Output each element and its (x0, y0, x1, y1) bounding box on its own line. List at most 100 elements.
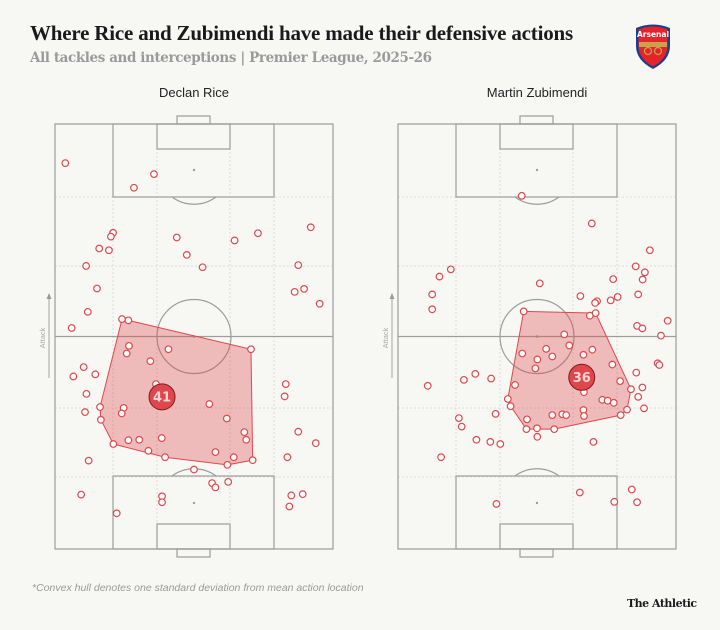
defensive-action-point (240, 428, 249, 437)
defensive-action-point (535, 279, 544, 288)
defensive-action-point (190, 465, 198, 474)
defensive-action-point (122, 349, 131, 358)
convex-hull (99, 318, 254, 466)
defensive-action-point (157, 434, 166, 442)
defensive-action-point (589, 438, 598, 446)
defensive-action-point (283, 453, 292, 462)
defensive-action-point (118, 315, 126, 323)
defensive-action-point (471, 370, 480, 378)
defensive-action-point (124, 316, 133, 325)
centre-circle (499, 298, 575, 375)
defensive-action-point (211, 448, 220, 457)
defensive-action-point (96, 415, 105, 424)
mean-location-label: 41 (153, 390, 171, 405)
defensive-action-point (587, 219, 596, 228)
defensive-action-point (146, 357, 155, 366)
goal-top (519, 115, 554, 125)
defensive-action-point (533, 432, 542, 441)
convex-hull (507, 310, 632, 430)
defensive-action-point (198, 263, 207, 272)
defensive-action-point (616, 377, 625, 386)
centre-spot (535, 335, 539, 338)
defensive-action-point (95, 244, 104, 253)
defensive-action-point (548, 411, 557, 420)
defensive-action-point (486, 438, 495, 446)
pitch-rice: 41 (46, 115, 334, 558)
crest-text: Arsenal (637, 30, 669, 39)
penalty-spot-bottom (535, 501, 539, 505)
defensive-action-point (533, 424, 541, 433)
chart-subtitle: All tackles and interceptions | Premier … (30, 50, 432, 66)
six-yard-box-bottom (499, 523, 574, 550)
defensive-action-point (633, 498, 641, 507)
defensive-action-point (616, 411, 625, 420)
defensive-action-point (457, 422, 466, 431)
defensive-action-point (435, 272, 444, 281)
defensive-action-point (523, 415, 531, 424)
defensive-action-point (576, 292, 585, 301)
defensive-action-point (634, 290, 643, 299)
defensive-action-point (657, 331, 665, 340)
defensive-action-point (631, 262, 640, 271)
defensive-action-point (112, 509, 121, 518)
defensive-action-point (67, 324, 76, 332)
defensive-action-point (106, 232, 115, 241)
defensive-action-point (496, 440, 505, 448)
defensive-action-point (533, 355, 542, 364)
defensive-action-point (280, 392, 289, 401)
defensive-action-point (285, 502, 294, 511)
defensive-action-point (565, 341, 574, 350)
goal-top (176, 115, 211, 125)
defensive-action-point (588, 345, 597, 354)
attack-arrow-head-icon (389, 293, 395, 299)
penalty-box-bottom (112, 475, 275, 550)
defensive-action-point (428, 290, 437, 299)
defensive-action-point (135, 435, 144, 444)
defensive-action-point (608, 360, 617, 369)
defensive-action-point (242, 435, 251, 444)
defensive-action-point (638, 275, 647, 284)
defensive-action-point (82, 389, 91, 398)
defensive-action-point (548, 352, 557, 361)
defensive-action-point (531, 364, 540, 373)
player-name-rice: Declan Rice (158, 85, 230, 100)
defensive-action-point (161, 453, 169, 462)
six-yard-box-top (156, 123, 231, 150)
defensive-action-point (79, 363, 88, 372)
defensive-action-point (645, 246, 654, 255)
defensive-action-point (144, 446, 153, 455)
brand-logo: The Athletic (627, 597, 697, 610)
defensive-action-point (446, 265, 455, 274)
defensive-action-point (83, 307, 92, 316)
penalty-arc-top (514, 196, 560, 205)
defensive-action-point (560, 330, 569, 339)
arsenal-crest-icon: Arsenal (636, 24, 670, 69)
defensive-action-point (580, 412, 588, 420)
defensive-action-point (105, 246, 113, 255)
six-yard-box-bottom (156, 523, 231, 550)
defensive-action-point (294, 261, 303, 270)
defensive-action-point (655, 361, 664, 369)
defensive-action-point (575, 488, 584, 497)
defensive-action-point (248, 456, 257, 465)
defensive-action-point (315, 299, 324, 308)
defensive-action-point (224, 477, 233, 486)
defensive-action-point (81, 408, 89, 417)
attack-label-rice: Attack (38, 327, 47, 348)
defensive-action-point (634, 392, 643, 401)
goal-bottom (176, 548, 211, 558)
defensive-action-point (230, 236, 239, 245)
defensive-action-point (506, 402, 515, 411)
six-yard-box-top (499, 123, 574, 150)
defensive-action-point (640, 268, 649, 277)
defensive-action-point (623, 405, 631, 414)
defensive-action-point (663, 316, 672, 325)
defensive-action-point (487, 374, 496, 383)
defensive-action-point (503, 395, 512, 403)
defensive-action-point (222, 414, 231, 423)
defensive-action-point (172, 233, 181, 242)
defensive-action-point (472, 435, 481, 444)
defensive-action-point (491, 409, 500, 418)
defensive-action-point (609, 398, 618, 407)
